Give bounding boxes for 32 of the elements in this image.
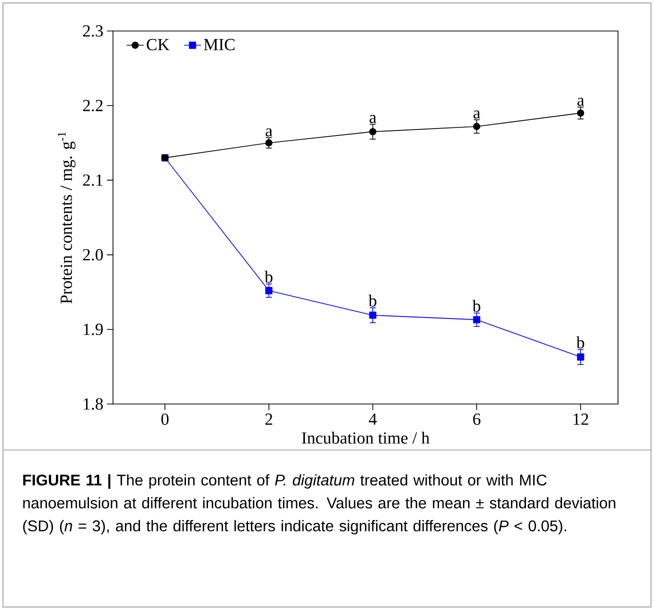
y-tick-label: 1.9: [84, 324, 103, 336]
x-tick-label: 4: [368, 414, 377, 425]
annotation: b: [472, 300, 480, 312]
point: [577, 109, 584, 117]
annotation: a: [474, 110, 480, 119]
x-axis-title: Incubation time / h: [302, 432, 430, 444]
text: FIGURE 11 | The protein content of P. digitatum treated without or with MIC nanoemulsion at different incubation times. Values are the mean ± standard deviation (SD) (n = 3), and the different letters indicate significant differences (P < 0.05).: [23, 474, 616, 534]
annotation: a: [370, 114, 376, 124]
point: [265, 287, 272, 294]
point: [577, 353, 584, 361]
annotation: b: [576, 336, 584, 348]
point: [369, 312, 376, 319]
point: [369, 128, 376, 136]
x-tick-label: 12: [574, 414, 588, 425]
y-tick-label: 2.0: [83, 249, 103, 261]
point: [473, 316, 480, 324]
y-axis-title: Protein contents / mg. g$^{-1}$: [58, 132, 76, 304]
x-tick-label: 6: [473, 414, 480, 425]
y-tick-label: 2.1: [83, 174, 102, 186]
annotation: b: [264, 270, 272, 283]
legend-label: CK: [146, 38, 170, 50]
x-tick-label: 0: [161, 414, 169, 425]
annotation: a: [266, 128, 272, 136]
y-tick-label: 1.8: [84, 398, 103, 410]
legend-label: MIC: [204, 38, 234, 50]
y-tick-label: 2.3: [83, 25, 103, 37]
point: [265, 139, 272, 146]
annotation: a: [577, 98, 584, 106]
point: [473, 122, 480, 130]
y-tick-label: 2.2: [83, 100, 103, 112]
annotation: b: [368, 294, 376, 307]
x-tick-label: 2: [265, 414, 272, 425]
